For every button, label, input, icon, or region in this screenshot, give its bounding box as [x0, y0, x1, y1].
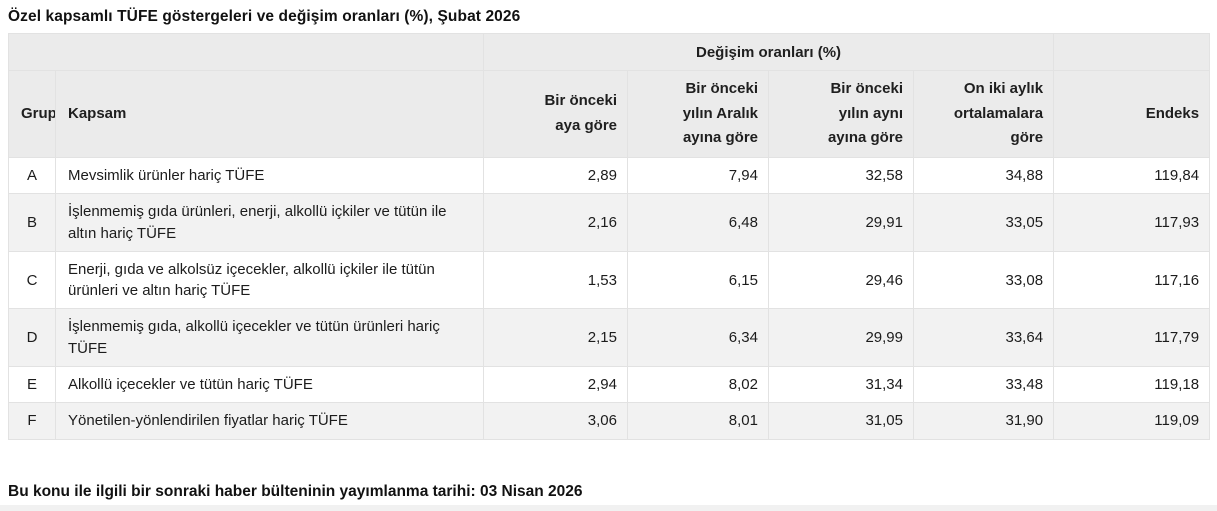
change-rates-group-header: Değişim oranları (%) — [482, 33, 1055, 71]
value-twelve-month-average: 33,48 — [912, 366, 1055, 404]
column-header-same-month-previous-year: Bir önceki yılın aynı ayına göre — [768, 70, 914, 158]
group-letter: B — [8, 193, 56, 252]
column-header-twelve-month-average: On iki aylık ortalamalara göre — [912, 70, 1055, 158]
value-same-month-previous-year: 32,58 — [768, 156, 914, 195]
value-twelve-month-average: 33,05 — [912, 193, 1055, 252]
column-header-kapsam: Kapsam — [55, 70, 484, 158]
page-title: Özel kapsamlı TÜFE göstergeleri ve değiş… — [8, 8, 521, 25]
value-twelve-month-average: 33,64 — [912, 308, 1055, 368]
value-since-december: 6,15 — [627, 250, 769, 310]
table-row-f: F Yönetilen-yönlendirilen fiyatlar hariç… — [8, 402, 1211, 440]
next-bulletin-date-note: Bu konu ile ilgili bir sonraki haber bül… — [8, 483, 583, 500]
value-previous-month: 2,16 — [483, 193, 628, 252]
table-row-a: A Mevsimlik ürünler hariç TÜFE 2,89 7,94… — [8, 156, 1211, 195]
bottom-divider — [0, 505, 1217, 511]
value-previous-month: 2,94 — [483, 366, 628, 404]
value-endeks: 117,79 — [1053, 308, 1211, 368]
value-since-december: 7,94 — [627, 156, 769, 195]
table-row-c: C Enerji, gıda ve alkolsüz içecekler, al… — [8, 250, 1211, 310]
value-twelve-month-average: 33,08 — [912, 250, 1055, 310]
blank-header-cell-left — [8, 33, 484, 71]
column-header-row: Grup Kapsam Bir önceki aya göre Bir önce… — [8, 70, 1211, 158]
value-endeks: 119,09 — [1053, 402, 1211, 440]
scope-label: İşlenmemiş gıda ürünleri, enerji, alkoll… — [55, 193, 484, 252]
scope-label: Mevsimlik ürünler hariç TÜFE — [55, 156, 484, 195]
scope-label: Enerji, gıda ve alkolsüz içecekler, alko… — [55, 250, 484, 310]
value-since-december: 6,34 — [627, 308, 769, 368]
value-endeks: 119,84 — [1053, 156, 1211, 195]
value-endeks: 117,93 — [1053, 193, 1211, 252]
value-same-month-previous-year: 31,34 — [768, 366, 914, 404]
column-header-endeks: Endeks — [1053, 70, 1211, 158]
scope-label: Yönetilen-yönlendirilen fiyatlar hariç T… — [55, 402, 484, 440]
value-endeks: 119,18 — [1053, 366, 1211, 404]
value-since-december: 8,01 — [627, 402, 769, 440]
value-previous-month: 2,89 — [483, 156, 628, 195]
value-previous-month: 1,53 — [483, 250, 628, 310]
value-twelve-month-average: 31,90 — [912, 402, 1055, 440]
value-endeks: 117,16 — [1053, 250, 1211, 310]
value-since-december: 8,02 — [627, 366, 769, 404]
column-header-previous-month: Bir önceki aya göre — [483, 70, 628, 158]
table-row-e: E Alkollü içecekler ve tütün hariç TÜFE … — [8, 366, 1211, 404]
table-row-d: D İşlenmemiş gıda, alkollü içecekler ve … — [8, 308, 1211, 368]
group-letter: D — [8, 308, 56, 368]
scope-label: İşlenmemiş gıda, alkollü içecekler ve tü… — [55, 308, 484, 368]
table-header: Değişim oranları (%) Grup Kapsam Bir önc… — [8, 33, 1211, 158]
value-same-month-previous-year: 29,91 — [768, 193, 914, 252]
group-letter: C — [8, 250, 56, 310]
value-previous-month: 2,15 — [483, 308, 628, 368]
column-header-since-december: Bir önceki yılın Aralık ayına göre — [627, 70, 769, 158]
scope-label: Alkollü içecekler ve tütün hariç TÜFE — [55, 366, 484, 404]
value-since-december: 6,48 — [627, 193, 769, 252]
table-row-b: B İşlenmemiş gıda ürünleri, enerji, alko… — [8, 193, 1211, 252]
group-header-row: Değişim oranları (%) — [8, 33, 1211, 71]
blank-header-cell-right — [1053, 33, 1211, 71]
value-twelve-month-average: 34,88 — [912, 156, 1055, 195]
group-letter: F — [8, 402, 56, 440]
special-cpi-indicators-table: Değişim oranları (%) Grup Kapsam Bir önc… — [8, 33, 1211, 440]
value-same-month-previous-year: 31,05 — [768, 402, 914, 440]
group-letter: E — [8, 366, 56, 404]
column-header-grup: Grup — [8, 70, 56, 158]
value-previous-month: 3,06 — [483, 402, 628, 440]
value-same-month-previous-year: 29,46 — [768, 250, 914, 310]
table-body: A Mevsimlik ürünler hariç TÜFE 2,89 7,94… — [8, 156, 1211, 440]
group-letter: A — [8, 156, 56, 195]
value-same-month-previous-year: 29,99 — [768, 308, 914, 368]
